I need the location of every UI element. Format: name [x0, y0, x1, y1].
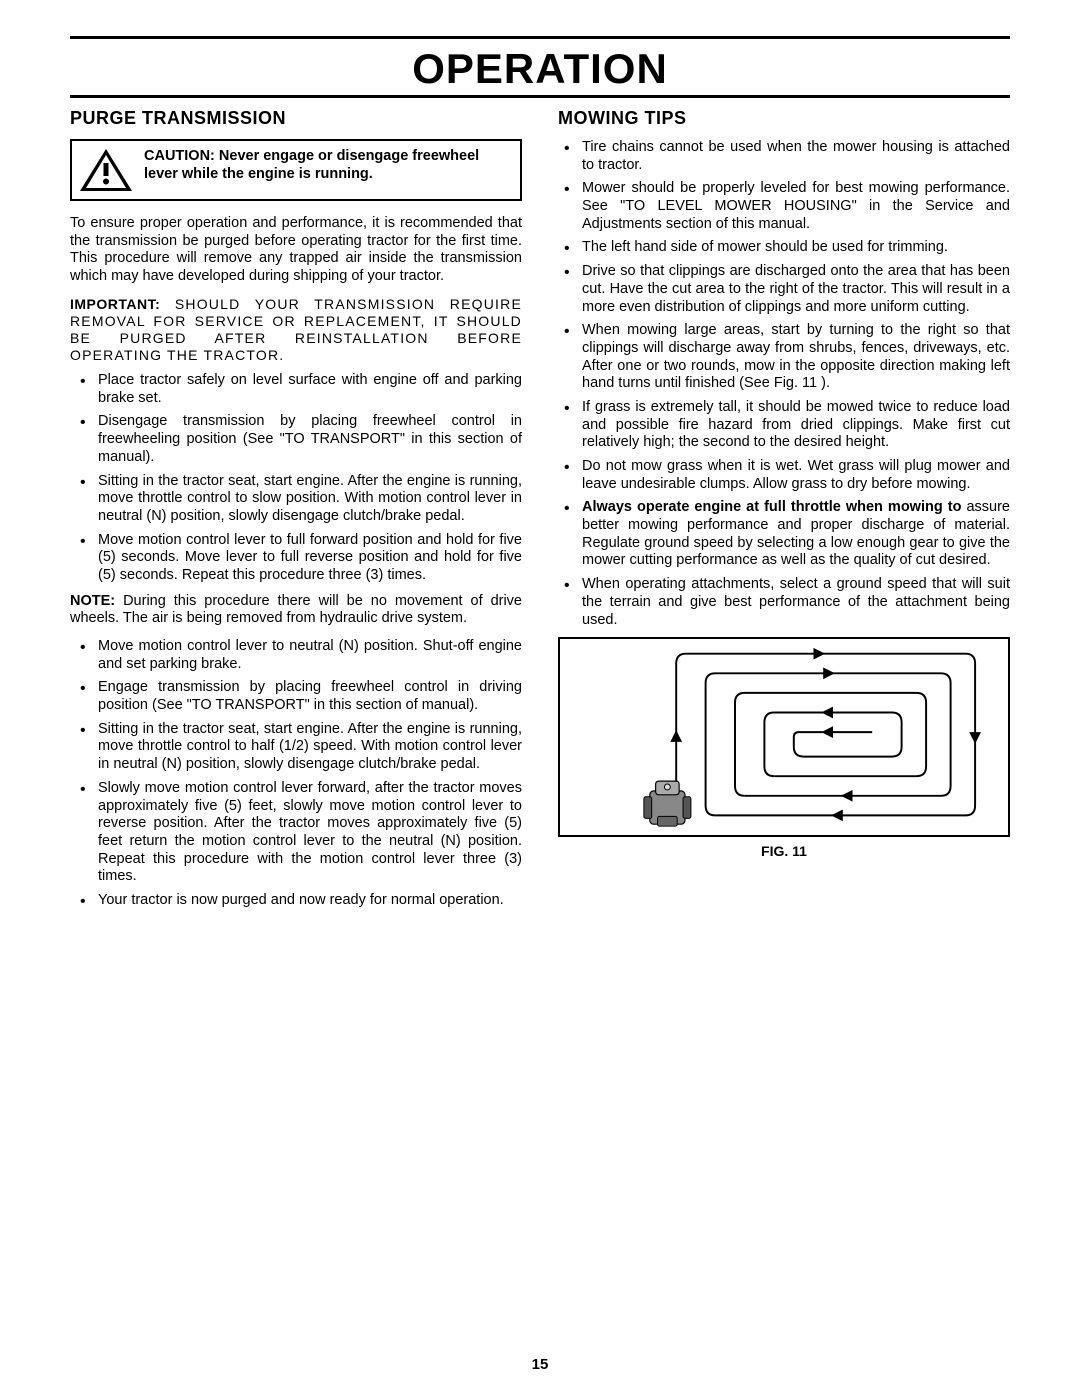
note-body: During this procedure there will be no m… [70, 593, 522, 627]
important-note: IMPORTANT: SHOULD YOUR TRANSMISSION REQU… [70, 296, 522, 364]
list-item: Drive so that clippings are discharged o… [558, 263, 1010, 316]
figure-caption: FIG. 11 [558, 843, 1010, 859]
intro-paragraph: To ensure proper operation and performan… [70, 215, 522, 286]
purge-heading: PURGE TRANSMISSION [70, 108, 522, 129]
caution-text: CAUTION: Never engage or disengage freew… [144, 147, 512, 183]
bold-lead: Always operate engine at full throttle w… [582, 499, 961, 515]
right-column: MOWING TIPS Tire chains cannot be used w… [558, 108, 1010, 918]
list-item: Engage transmission by placing freewheel… [70, 679, 522, 714]
list-item: Always operate engine at full throttle w… [558, 499, 1010, 570]
procedure-list-1: Place tractor safely on level surface wi… [70, 372, 522, 585]
list-item: Sitting in the tractor seat, start engin… [70, 721, 522, 774]
list-item: Sitting in the tractor seat, start engin… [70, 473, 522, 526]
list-item: Mower should be properly leveled for bes… [558, 180, 1010, 233]
list-item: Place tractor safely on level surface wi… [70, 372, 522, 407]
list-item: When operating attachments, select a gro… [558, 576, 1010, 629]
warning-triangle-icon [78, 147, 134, 193]
page-title: OPERATION [70, 45, 1010, 93]
list-item: If grass is extremely tall, it should be… [558, 399, 1010, 452]
procedure-list-2: Move motion control lever to neutral (N)… [70, 638, 522, 910]
two-column-layout: PURGE TRANSMISSION CAUTION: Never engage… [70, 108, 1010, 918]
note-label: NOTE: [70, 593, 115, 609]
list-item: Move motion control lever to full forwar… [70, 532, 522, 585]
left-column: PURGE TRANSMISSION CAUTION: Never engage… [70, 108, 522, 918]
page-number: 15 [0, 1356, 1080, 1373]
list-item: When mowing large areas, start by turnin… [558, 322, 1010, 393]
figure-11-diagram [558, 637, 1010, 837]
mowing-tips-list: Tire chains cannot be used when the mowe… [558, 139, 1010, 629]
list-item: The left hand side of mower should be us… [558, 239, 1010, 257]
list-item: Slowly move motion control lever forward… [70, 780, 522, 886]
mowing-heading: MOWING TIPS [558, 108, 1010, 129]
caution-box: CAUTION: Never engage or disengage freew… [70, 139, 522, 201]
note-paragraph: NOTE: During this procedure there will b… [70, 593, 522, 628]
list-item: Tire chains cannot be used when the mowe… [558, 139, 1010, 174]
list-item: Disengage transmission by placing freewh… [70, 413, 522, 466]
list-item: Do not mow grass when it is wet. Wet gra… [558, 458, 1010, 493]
top-rule [70, 36, 1010, 39]
title-underline [70, 95, 1010, 98]
list-item: Move motion control lever to neutral (N)… [70, 638, 522, 673]
list-item: Your tractor is now purged and now ready… [70, 892, 522, 910]
important-label: IMPORTANT: [70, 296, 160, 312]
